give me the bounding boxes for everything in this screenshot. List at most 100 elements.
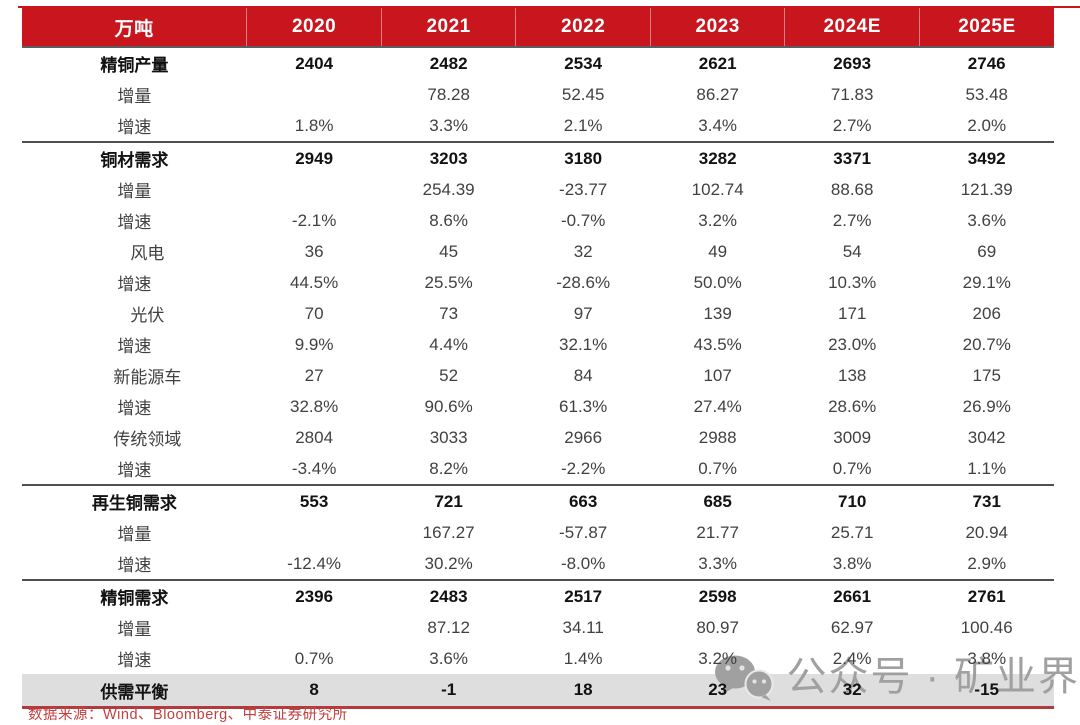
- row-label: 新能源车: [113, 368, 182, 387]
- cell-value: 2.4%: [832, 648, 872, 668]
- cell-value: 9.9%: [294, 334, 334, 354]
- row-label: 增速: [117, 213, 152, 232]
- table-row: 增量 78.28 52.45 86.27 71.83 53.48: [22, 79, 1054, 110]
- value-cell: 20.7%: [919, 329, 1054, 360]
- table-row: 增速 9.9% 4.4% 32.1% 43.5% 23.0% 20.7%: [22, 329, 1054, 360]
- value-cell: 139: [650, 298, 785, 329]
- cell-value: 3.2%: [698, 648, 738, 668]
- value-cell: 23: [650, 674, 785, 709]
- cell-value: 45: [439, 241, 459, 261]
- value-cell: [247, 79, 382, 110]
- cell-value: 1.8%: [294, 115, 334, 135]
- cell-value: 21.77: [696, 522, 739, 542]
- value-cell: 2534: [516, 47, 651, 79]
- value-cell: 30.2%: [381, 548, 516, 580]
- cell-value: 100.46: [960, 617, 1013, 637]
- value-cell: 3203: [381, 141, 516, 174]
- value-cell: 29.1%: [919, 267, 1054, 298]
- value-cell: [247, 174, 382, 205]
- table-row: 增量 167.27 -57.87 21.77 25.71 20.94: [22, 517, 1054, 548]
- column-header: 2021: [380, 8, 516, 48]
- cell-value: 23.0%: [828, 334, 877, 354]
- value-cell: 87.12: [381, 612, 516, 643]
- value-cell: 80.97: [650, 612, 785, 643]
- value-cell: 0.7%: [247, 643, 382, 674]
- cell-value: -2.2%: [560, 458, 606, 478]
- value-cell: 84: [516, 360, 651, 391]
- value-cell: -3.4%: [247, 453, 382, 485]
- value-cell: 3.2%: [650, 205, 785, 236]
- value-cell: 2661: [784, 579, 920, 612]
- value-cell: 3.4%: [650, 110, 785, 142]
- value-cell: 62.97: [785, 612, 920, 643]
- value-cell: 3.2%: [650, 643, 785, 674]
- label-cell: 传统领域: [22, 422, 247, 453]
- cell-value: 36: [304, 241, 324, 261]
- table-row: 风电 36 45 32 49 54 69: [22, 236, 1054, 267]
- value-cell: -15: [919, 674, 1054, 709]
- table-row: 增速 -3.4% 8.2% -2.2% 0.7% 0.7% 1.1%: [22, 453, 1054, 485]
- label-cell: 供需平衡: [22, 674, 247, 709]
- value-cell: 731: [919, 484, 1054, 517]
- cell-value: -15: [974, 680, 999, 699]
- label-cell: 精铜需求: [22, 579, 247, 612]
- cell-value: 52: [439, 365, 459, 385]
- value-cell: 3.8%: [919, 643, 1054, 674]
- value-cell: 53.48: [919, 79, 1054, 110]
- column-header: 2022: [515, 8, 651, 48]
- cell-value: 0.7%: [832, 458, 872, 478]
- value-cell: 23.0%: [785, 329, 920, 360]
- value-cell: 2949: [246, 141, 382, 174]
- value-cell: -23.77: [516, 174, 651, 205]
- table-row: 传统领域 2804 3033 2966 2988 3009 3042: [22, 422, 1054, 453]
- row-label: 再生铜需求: [91, 494, 177, 513]
- cell-value: 553: [299, 491, 329, 511]
- table-top-rule: [18, 6, 1080, 8]
- cell-value: 34.11: [562, 617, 604, 637]
- value-cell: 8.2%: [381, 453, 516, 485]
- value-cell: 2404: [247, 47, 382, 79]
- value-cell: 3371: [784, 141, 920, 174]
- cell-value: 2804: [295, 427, 334, 447]
- cell-value: 3.2%: [698, 210, 738, 230]
- value-cell: 3033: [381, 422, 516, 453]
- cell-value: 3042: [967, 427, 1006, 447]
- cell-value: 2598: [698, 586, 737, 606]
- value-cell: 2483: [381, 579, 516, 612]
- label-cell: 风电: [22, 236, 247, 267]
- table-row: 铜材需求 2949 3203 3180 3282 3371 3492: [22, 141, 1054, 174]
- cell-value: 3492: [967, 148, 1006, 168]
- cell-value: 2517: [564, 586, 603, 606]
- value-cell: 26.9%: [919, 391, 1054, 422]
- value-cell: 2.7%: [785, 110, 920, 142]
- cell-value: 87.12: [427, 617, 470, 637]
- value-cell: [247, 612, 382, 643]
- row-label: 增速: [117, 461, 152, 480]
- cell-value: 8.6%: [429, 210, 468, 230]
- value-cell: 9.9%: [247, 329, 382, 360]
- column-header: 2020: [246, 8, 382, 48]
- value-cell: 254.39: [381, 174, 516, 205]
- value-cell: 3180: [515, 141, 651, 174]
- table-row: 增量 87.12 34.11 80.97 62.97 100.46: [22, 612, 1054, 643]
- value-cell: 43.5%: [650, 329, 785, 360]
- value-cell: 2746: [919, 47, 1054, 79]
- row-label: 增量: [117, 525, 152, 544]
- value-cell: 663: [515, 484, 651, 517]
- value-cell: 710: [784, 484, 920, 517]
- value-cell: 2482: [381, 47, 516, 79]
- cell-value: 54: [842, 241, 862, 261]
- label-cell: 精铜产量: [22, 47, 247, 79]
- value-cell: -8.0%: [516, 548, 651, 580]
- value-cell: 1.1%: [919, 453, 1054, 485]
- value-cell: 71.83: [785, 79, 920, 110]
- value-cell: 78.28: [381, 79, 516, 110]
- cell-value: 97: [573, 303, 593, 323]
- value-cell: 97: [516, 298, 651, 329]
- value-cell: 20.94: [919, 517, 1054, 548]
- cell-value: 53.48: [965, 84, 1008, 104]
- value-cell: 2621: [650, 47, 785, 79]
- cell-value: 18: [573, 680, 593, 699]
- column-header: 2024E: [784, 8, 920, 48]
